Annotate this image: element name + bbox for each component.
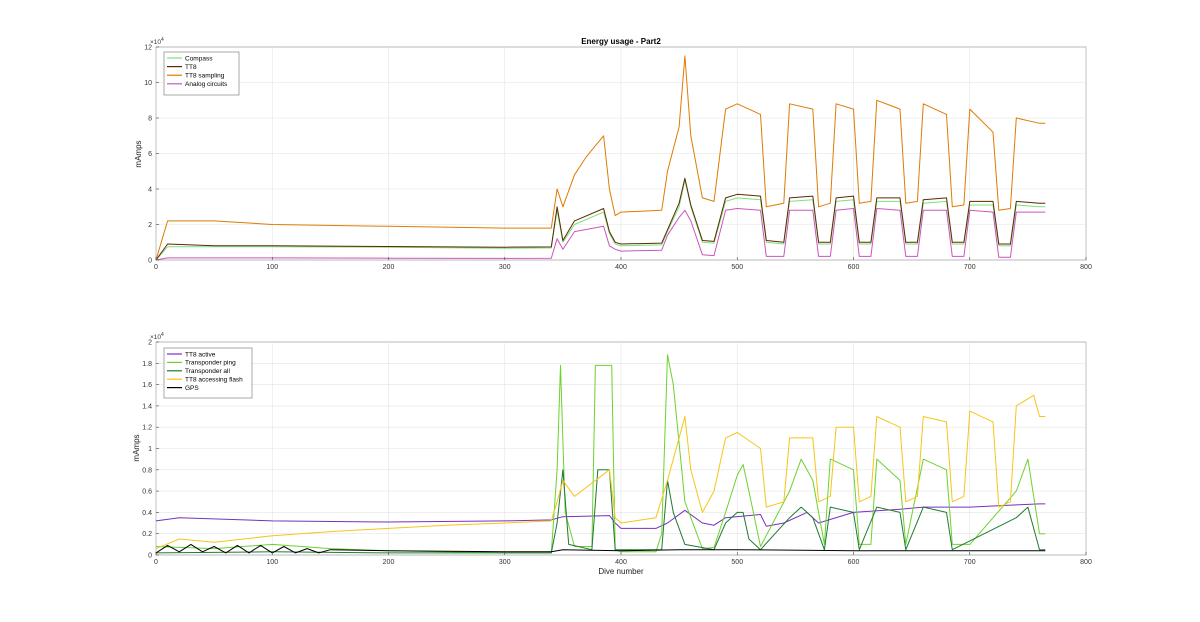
top-legend-box: [163, 51, 240, 96]
bottom-series-transponder-ping: [155, 354, 1046, 554]
bottom-y-tick-label: 0.8: [142, 467, 152, 474]
top-x-tick-label: 400: [615, 264, 627, 271]
bottom-y-tick-label: 2: [148, 340, 152, 347]
bottom-x-tick-label: 0: [154, 559, 158, 566]
top-legend-label-analog-circuits: Analog circuits: [185, 81, 228, 88]
top-y-tick-label: 6: [148, 151, 152, 158]
bottom-axes: 0 100 200 300 400 500 600 700 800 0 0.2 0.4 0.6 0.8 1 1…: [132, 332, 1092, 576]
bottom-legend-label-tt8-active: TT8 active: [185, 351, 216, 358]
bottom-legend-label-tt8-accessing-flash: TT8 accessing flash: [185, 377, 243, 384]
bottom-y-tick-label: 0.2: [142, 531, 152, 538]
top-x-tick-label: 700: [964, 264, 976, 271]
top-legend-label-tt8: TT8: [185, 64, 197, 71]
bottom-y-tick-label: 1.8: [142, 361, 152, 368]
top-y-exponent: ×104: [150, 37, 164, 46]
top-legend-label-compass: Compass: [185, 55, 213, 62]
top-series-analog-circuits: [155, 208, 1046, 261]
bottom-x-tick-label: 600: [848, 559, 860, 566]
top-x-tick-label: 600: [848, 264, 860, 271]
bottom-y-tick-label: 1: [148, 446, 152, 453]
top-y-axis-label: mAmps: [134, 140, 143, 167]
top-ticks: 0 100 200 300 400 500 600 700 800 0 2 4 6 8 10 12: [144, 45, 1092, 272]
top-x-tick-label: 800: [1080, 264, 1092, 271]
bottom-x-tick-label: 100: [266, 559, 278, 566]
bottom-x-tick-label: 800: [1080, 559, 1092, 566]
bottom-y-tick-label: 0.4: [142, 510, 152, 517]
bottom-series-tt8-active: [155, 503, 1046, 529]
top-y-exponent-base: ×10: [150, 39, 161, 46]
top-axes: 0 100 200 300 400 500 600 700 800 0 2 4 6 8 10 12 Energ…: [134, 37, 1092, 271]
bottom-series-transponder-all: [155, 469, 1046, 554]
bottom-x-tick-label: 500: [731, 559, 743, 566]
bottom-series: [155, 354, 1046, 554]
bottom-y-exponent-power: 4: [161, 332, 164, 338]
bottom-y-tick-label: 0.6: [142, 489, 152, 496]
bottom-y-exponent-base: ×10: [150, 334, 161, 341]
top-x-tick-label: 500: [731, 264, 743, 271]
top-y-tick-label: 4: [148, 187, 152, 194]
bottom-legend-box: [163, 347, 253, 399]
bottom-x-axis-label: Dive number: [598, 567, 644, 576]
top-series-compass: [155, 179, 1046, 261]
bottom-ticks: 0 100 200 300 400 500 600 700 800 0 0.2 0.4 0.6 0.8 1 1…: [142, 340, 1092, 567]
top-y-tick-label: 8: [148, 116, 152, 123]
top-y-tick-label: 0: [148, 258, 152, 265]
top-x-tick-label: 0: [154, 264, 158, 271]
bottom-series-tt8-accessing-flash: [155, 394, 1046, 550]
bottom-y-tick-label: 1.6: [142, 382, 152, 389]
top-x-tick-label: 300: [499, 264, 511, 271]
bottom-x-tick-label: 200: [383, 559, 395, 566]
bottom-legend-label-transponder-ping: Transponder ping: [185, 360, 236, 367]
bottom-y-tick-label: 1.4: [142, 403, 152, 410]
bottom-x-tick-label: 300: [499, 559, 511, 566]
top-y-exponent-power: 4: [161, 37, 164, 43]
top-x-tick-label: 100: [266, 264, 278, 271]
top-y-tick-label: 2: [148, 222, 152, 229]
bottom-grid: [155, 341, 1087, 556]
top-y-tick-label: 10: [144, 80, 152, 87]
bottom-y-exponent: ×104: [150, 332, 164, 341]
top-series-tt8: [155, 177, 1046, 261]
top-x-tick-label: 200: [383, 264, 395, 271]
bottom-y-tick-label: 1.2: [142, 425, 152, 432]
bottom-y-tick-label: 0: [148, 553, 152, 560]
top-legend-label-tt8-sampling: TT8 sampling: [185, 73, 225, 80]
top-y-tick-label: 12: [144, 45, 152, 52]
bottom-legend-label-gps: GPS: [185, 385, 199, 392]
bottom-x-tick-label: 400: [615, 559, 627, 566]
bottom-y-axis-label: mAmps: [132, 434, 141, 461]
bottom-series-gps: [155, 543, 1046, 554]
bottom-legend-label-transponder-all: Transponder all: [185, 368, 230, 375]
top-series: [155, 55, 1046, 261]
bottom-x-tick-label: 700: [964, 559, 976, 566]
top-chart-title: Energy usage - Part2: [581, 37, 661, 46]
top-series-tt8-sampling: [155, 55, 1046, 261]
